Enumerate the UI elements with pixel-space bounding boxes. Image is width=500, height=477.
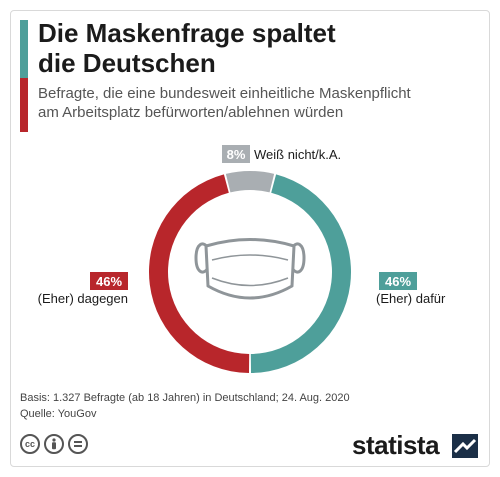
brand-logo-icon: [452, 434, 478, 458]
title-line-2: die Deutschen: [38, 48, 216, 78]
slice-dafuer-badge: [379, 272, 417, 290]
nd-icon: [68, 434, 88, 454]
slice-dafuer-label: (Eher) dafür: [376, 291, 446, 306]
donut-slice: [250, 174, 351, 373]
face-mask-icon: [194, 238, 306, 300]
donut-slice: [225, 170, 275, 193]
subtitle-line-2: am Arbeitsplatz befürworten/ablehnen wür…: [38, 104, 344, 121]
chart-subtitle: Befragte, die eine bundesweit einheitlic…: [38, 84, 488, 122]
slice-weiss-badge: [222, 145, 250, 163]
slice-dagegen-value: 46%: [96, 274, 122, 289]
subtitle-line-1: Befragte, die eine bundesweit einheitlic…: [38, 85, 411, 102]
brand-logo-text: statista: [352, 430, 440, 460]
by-icon: [44, 434, 64, 454]
footer-source: Quelle: YouGov: [20, 408, 97, 420]
infographic-frame: [10, 10, 490, 467]
subtitle-accent-bar: [20, 78, 28, 132]
license-icons: cc: [20, 434, 88, 454]
title-line-1: Die Maskenfrage spaltet: [38, 18, 336, 48]
chart-title: Die Maskenfrage spaltet die Deutschen: [38, 18, 478, 78]
donut-slice: [148, 174, 250, 373]
title-accent-bar: [20, 20, 28, 78]
slice-dagegen-label: (Eher) dagegen: [38, 291, 128, 306]
footer-basis: Basis: 1.327 Befragte (ab 18 Jahren) in …: [20, 392, 350, 404]
slice-dagegen-badge: [90, 272, 128, 290]
cc-icon: cc: [20, 434, 40, 454]
slice-dafuer-value: 46%: [385, 274, 411, 289]
slice-weiss-value: 8%: [227, 147, 246, 162]
chart-footer: Basis: 1.327 Befragte (ab 18 Jahren) in …: [20, 390, 480, 422]
slice-weiss-label: Weiß nicht/k.A.: [254, 147, 341, 162]
